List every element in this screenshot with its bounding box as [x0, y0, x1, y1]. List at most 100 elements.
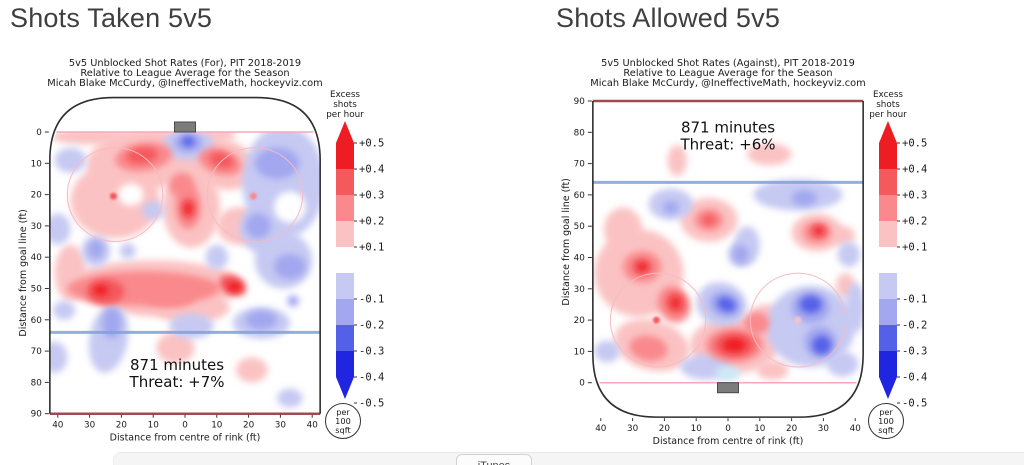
goal-net	[174, 121, 196, 133]
heatmap-blobs	[49, 132, 321, 414]
faceoff-circle	[749, 272, 847, 368]
svg-text:20: 20	[659, 424, 671, 434]
svg-text:10: 10	[574, 347, 586, 357]
svg-text:sqft: sqft	[335, 425, 351, 435]
svg-text:20: 20	[116, 421, 128, 431]
svg-text:+0.2: +0.2	[359, 216, 384, 228]
annotation-text: Threat: +7%	[129, 373, 225, 391]
svg-text:40: 40	[307, 421, 319, 431]
svg-text:40: 40	[52, 421, 64, 431]
svg-text:Excess: Excess	[873, 90, 903, 100]
svg-text:20: 20	[574, 316, 586, 326]
svg-text:100: 100	[878, 416, 894, 426]
svg-text:20: 20	[243, 421, 255, 431]
per-100-sqft-badge	[868, 403, 904, 439]
svg-text:per: per	[879, 407, 893, 417]
annotation-text: 871 minutes	[130, 356, 224, 374]
rink-boards	[592, 101, 864, 418]
svg-text:-0.4: -0.4	[359, 372, 384, 384]
bottom-window-edge	[113, 452, 1024, 465]
svg-text:0: 0	[725, 424, 731, 434]
svg-text:80: 80	[31, 378, 43, 388]
per-100-sqft-badge	[325, 403, 361, 439]
itunes-button[interactable]: iTunes	[456, 454, 532, 465]
svg-text:-0.3: -0.3	[359, 346, 384, 358]
svg-text:Excess: Excess	[330, 90, 360, 100]
svg-text:20: 20	[31, 191, 43, 201]
svg-text:60: 60	[31, 316, 43, 326]
svg-text:+0.5: +0.5	[359, 138, 384, 150]
svg-text:-0.2: -0.2	[359, 320, 384, 332]
svg-text:10: 10	[211, 421, 223, 431]
y-axis-label: Distance from goal line (ft)	[561, 178, 572, 306]
svg-text:10: 10	[148, 421, 160, 431]
svg-text:Relative to League Average for: Relative to League Average for the Seaso…	[80, 68, 289, 79]
svg-text:shots: shots	[333, 100, 357, 110]
shots-taken-heatmap-figure: 5v5 Unblocked Shot Rates (For), PIT 2018…	[18, 58, 384, 444]
svg-text:30: 30	[818, 424, 830, 434]
svg-text:per hour: per hour	[869, 110, 907, 120]
svg-text:80: 80	[574, 128, 586, 138]
svg-text:Relative to League Average for: Relative to League Average for the Seaso…	[623, 68, 832, 79]
svg-text:10: 10	[691, 424, 703, 434]
svg-text:Micah Blake McCurdy, @Ineffect: Micah Blake McCurdy, @IneffectiveMath, h…	[47, 78, 322, 89]
svg-text:shots: shots	[876, 100, 900, 110]
svg-text:-0.2: -0.2	[902, 320, 927, 332]
svg-text:+0.2: +0.2	[902, 216, 927, 228]
svg-text:+0.1: +0.1	[359, 242, 384, 254]
svg-text:70: 70	[574, 160, 586, 170]
heading-shots-taken: Shots Taken 5v5	[10, 3, 213, 33]
heading-shots-allowed: Shots Allowed 5v5	[556, 3, 781, 33]
svg-text:+0.1: +0.1	[902, 242, 927, 254]
svg-text:-0.5: -0.5	[359, 398, 384, 410]
svg-text:100: 100	[335, 416, 351, 426]
svg-text:-0.1: -0.1	[902, 294, 927, 306]
svg-text:30: 30	[31, 222, 43, 232]
svg-text:50: 50	[574, 222, 586, 232]
svg-text:60: 60	[574, 191, 586, 201]
svg-text:0: 0	[182, 421, 188, 431]
svg-text:90: 90	[31, 410, 43, 420]
svg-text:0: 0	[579, 379, 585, 389]
svg-text:+0.3: +0.3	[359, 190, 384, 202]
rink-boards	[49, 96, 321, 414]
colorbar-down-arrow	[879, 377, 897, 399]
svg-text:+0.5: +0.5	[902, 138, 927, 150]
x-axis-label: Distance from centre of rink (ft)	[110, 433, 261, 444]
svg-text:30: 30	[275, 421, 287, 431]
svg-text:5v5 Unblocked Shot Rates (Agai: 5v5 Unblocked Shot Rates (Against), PIT …	[601, 58, 855, 69]
svg-text:70: 70	[31, 347, 43, 357]
svg-text:per: per	[336, 407, 350, 417]
faceoff-circle	[66, 147, 164, 243]
svg-text:30: 30	[627, 424, 639, 434]
svg-text:+0.4: +0.4	[359, 164, 384, 176]
svg-text:10: 10	[31, 159, 43, 169]
svg-text:-0.3: -0.3	[902, 346, 927, 358]
svg-text:per hour: per hour	[326, 110, 364, 120]
svg-text:40: 40	[850, 424, 862, 434]
svg-text:5v5 Unblocked Shot Rates (For): 5v5 Unblocked Shot Rates (For), PIT 2018…	[69, 58, 301, 69]
svg-text:-0.5: -0.5	[902, 398, 927, 410]
colorbar-up-arrow	[879, 121, 897, 143]
svg-text:40: 40	[574, 254, 586, 264]
faceoff-circle	[206, 147, 304, 243]
goal-net	[717, 382, 739, 394]
svg-text:50: 50	[31, 285, 43, 295]
svg-text:20: 20	[786, 424, 798, 434]
svg-text:+0.3: +0.3	[902, 190, 927, 202]
svg-text:30: 30	[574, 285, 586, 295]
svg-text:40: 40	[31, 253, 43, 263]
shots-allowed-heatmap-figure: 5v5 Unblocked Shot Rates (Against), PIT …	[561, 58, 927, 447]
svg-text:sqft: sqft	[878, 425, 894, 435]
svg-text:10: 10	[754, 424, 766, 434]
svg-text:-0.4: -0.4	[902, 372, 927, 384]
annotation-text: Threat: +6%	[680, 135, 776, 153]
y-axis-label: Distance from goal line (ft)	[18, 209, 29, 337]
colorbar-down-arrow	[336, 377, 354, 399]
annotation-text: 871 minutes	[681, 118, 775, 136]
svg-text:+0.4: +0.4	[902, 164, 927, 176]
svg-text:30: 30	[84, 421, 96, 431]
colorbar-up-arrow	[336, 121, 354, 143]
svg-text:-0.1: -0.1	[359, 294, 384, 306]
